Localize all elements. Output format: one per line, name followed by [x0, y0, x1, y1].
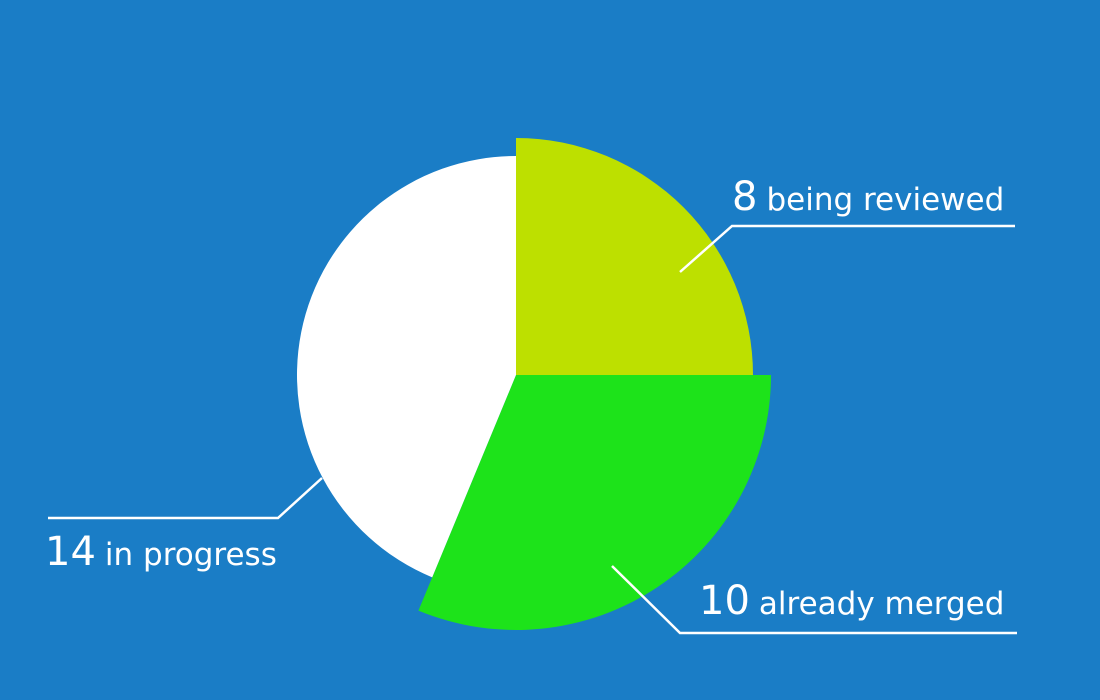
leader-line-in-progress — [48, 477, 323, 520]
slice-text-in-progress: in progress — [104, 537, 277, 573]
pie-slice-already-merged — [418, 375, 771, 630]
pie-slice-in-progress — [296, 156, 516, 578]
slice-label-in-progress: 14 in progress — [45, 532, 277, 572]
slice-label-already-merged: 10 already merged — [699, 581, 1004, 621]
slice-value-in-progress: 14 — [45, 529, 96, 575]
slice-text-already-merged: already merged — [758, 586, 1005, 622]
slice-value-already-merged: 10 — [699, 578, 750, 624]
pie-slice-being-reviewed — [516, 138, 753, 375]
leader-line-already-merged — [611, 565, 1017, 635]
slice-value-being-reviewed: 8 — [732, 174, 758, 220]
leader-line-being-reviewed — [679, 224, 1015, 273]
slice-text-being-reviewed: being reviewed — [766, 182, 1005, 218]
slice-label-being-reviewed: 8 being reviewed — [732, 177, 1004, 217]
